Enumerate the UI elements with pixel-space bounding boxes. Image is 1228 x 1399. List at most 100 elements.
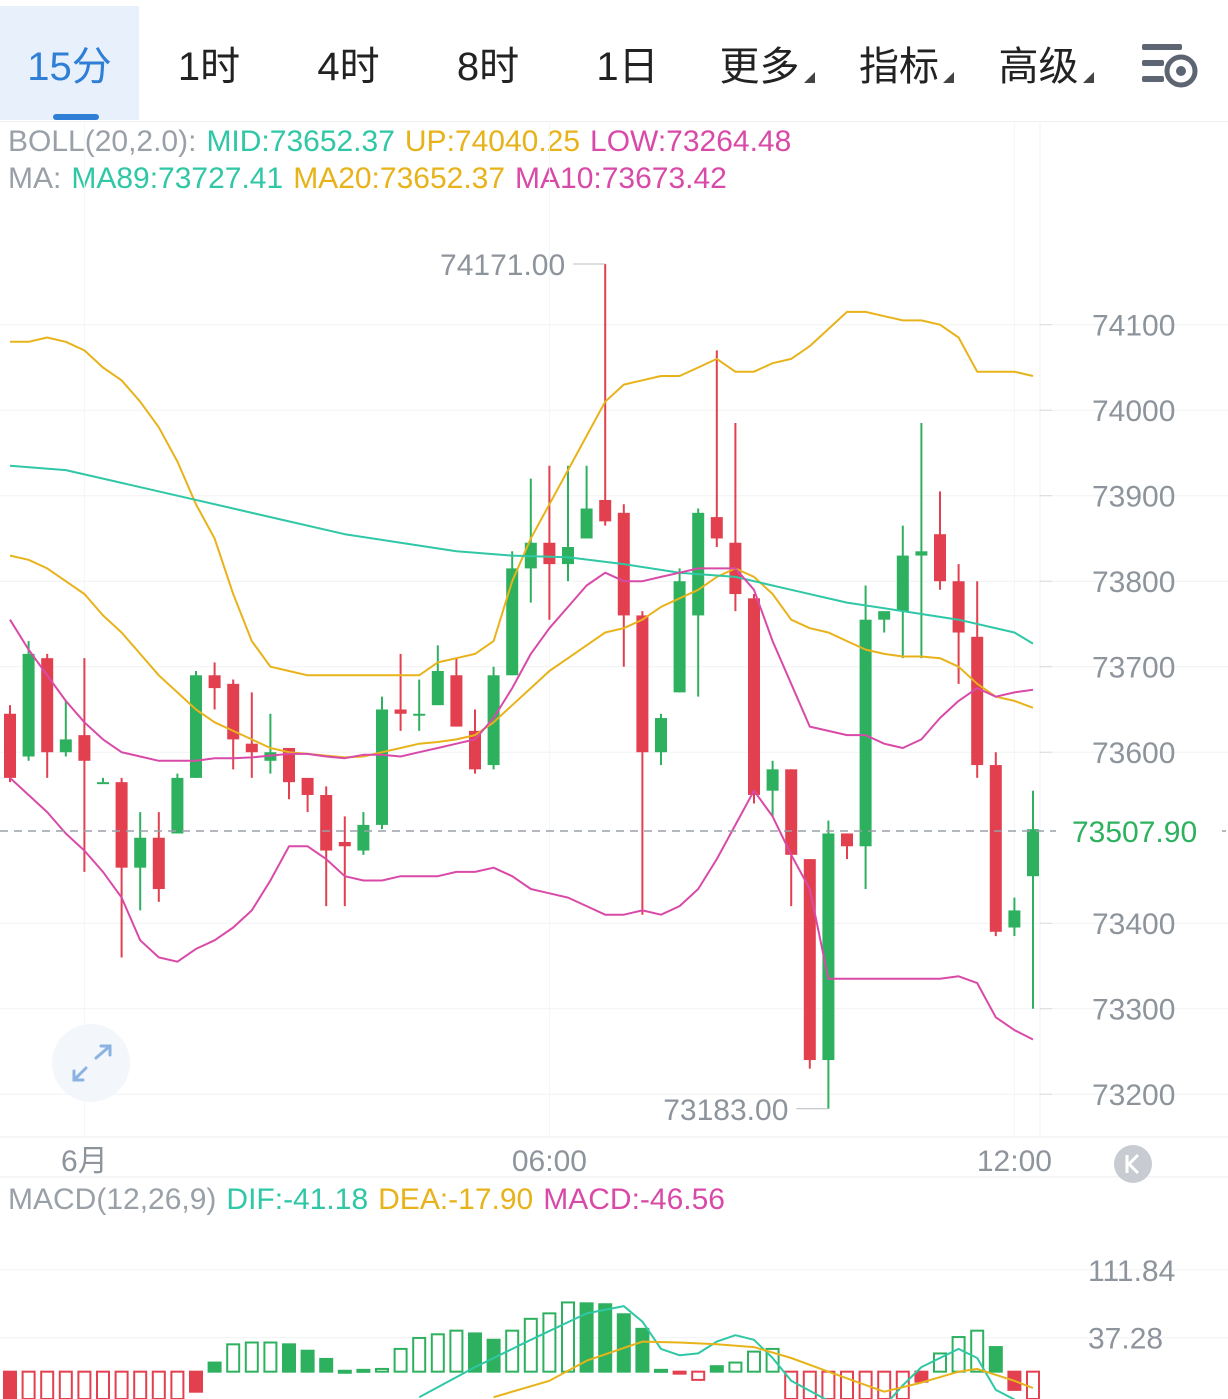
tab-1d[interactable]: 1日 [558,6,697,120]
macd-hist-bar [151,1370,166,1399]
candle-body [543,542,556,565]
macd-hist-bar [244,1341,259,1373]
candle [785,769,798,907]
current-price-bg [1056,806,1222,855]
tab-advanced[interactable]: 高级 [976,6,1116,120]
candle [115,777,128,958]
boll-legend-name: BOLL(20,2.0): [8,125,197,158]
candle-body [896,555,909,612]
price-tick-label: 74100 [1092,310,1175,343]
candle [580,465,593,539]
candle [413,679,426,731]
ma10-line [9,567,1034,762]
timeframe-tabbar: 15分 1时 4时 8时 1日 更多 指标 高级 [0,0,1228,122]
macd-hist-bar [840,1370,854,1399]
tab-label: 1时 [177,45,241,89]
candle [431,645,444,706]
price-tick-label: 73300 [1092,994,1175,1027]
macd-hist-bar [821,1370,836,1399]
expand-icon-arrows [72,1044,112,1082]
candle-body [394,709,407,714]
candle [692,508,705,697]
candle [320,786,333,907]
macd-hist-bar [226,1343,241,1373]
price-tick-label: 73400 [1092,908,1175,941]
tab-label: 高级 [998,45,1079,89]
macd-hist-bar [1026,1370,1040,1399]
macd-legend: MACD(12,26,9) DIF:-41.18 DEA:-17.90 MACD:-4… [8,1183,735,1217]
candle [617,504,630,667]
tab-15m[interactable]: 15分 [0,6,139,120]
tab-1h[interactable]: 1时 [139,6,279,120]
tab-indicators[interactable]: 指标 [837,6,976,120]
ma-legend-name: MA: [8,162,62,195]
boll-lower-line [9,777,1034,1041]
candle [636,611,649,915]
tab-4h[interactable]: 4时 [279,6,418,120]
candle-body [134,837,147,868]
macd-hist-bar [282,1343,296,1373]
candle-body [655,718,667,753]
macd-hist-bar [914,1370,929,1383]
candle-body [878,611,891,620]
macd-legend-macd: MACD:-46.56 [543,1183,725,1216]
candle-body [1027,829,1039,877]
candle [469,709,481,774]
candle-body [934,534,946,582]
candle-body [227,683,240,740]
tab-8h[interactable]: 8时 [418,6,558,120]
macd-hist-bar [430,1333,445,1373]
candle-body [338,842,351,847]
dea-line [493,1340,1034,1399]
min-price-label: 73183.00 [663,1094,788,1127]
boll-legend-up: UP:74040.25 [404,125,581,158]
macd-hist-bar [933,1352,947,1373]
price-tick-label: 73600 [1092,737,1175,770]
candle [896,525,909,659]
candle-body [78,735,91,761]
expand-icon[interactable] [52,1024,130,1102]
chart-settings-icon[interactable] [1140,40,1200,92]
candle-body [208,675,221,689]
candle [655,713,667,766]
candle-body [952,581,965,633]
candle [171,773,184,834]
macd-hist-bar [802,1370,817,1399]
time-tick-label: 6月 [61,1145,108,1178]
candle-body [748,598,760,795]
candle [803,859,816,1069]
candle-body [320,794,333,851]
macd-tick-label: 111.84 [1088,1255,1175,1288]
candle-body [245,743,258,753]
candle-body [710,517,723,539]
price-tick-label: 73200 [1092,1079,1175,1112]
price-tick-label: 74000 [1092,395,1175,428]
ma-legend-ma10: MA10:73673.42 [515,162,727,195]
dropdown-triangle-icon [803,71,815,83]
candle [78,658,91,872]
macd-hist-bar [951,1336,966,1373]
expand-icon-bg [52,1024,130,1102]
macd-hist-bar [375,1367,389,1373]
kline-badge-icon[interactable] [1114,1145,1152,1183]
macd-legend-name: MACD(12,26,9) [8,1183,217,1216]
macd-hist-bar [988,1346,1003,1373]
tab-label: 15分 [27,45,112,89]
candle-body [431,671,444,706]
macd-hist-bar [189,1370,203,1393]
candle [599,263,612,526]
candle [190,671,202,778]
candle-body [115,782,128,868]
candle [97,777,109,785]
candle [859,585,872,890]
candle [915,423,928,659]
price-tick-label: 73800 [1092,566,1175,599]
macd-hist-bar [40,1370,55,1399]
candle [543,465,556,620]
candle-body [580,508,593,539]
candle [822,820,835,1109]
ma-legend: MA: MA89:73727.41 MA20:73652.37 MA10:73673.… [8,162,737,196]
tab-more[interactable]: 更多 [697,6,837,120]
ma-legend-ma89: MA89:73727.41 [71,162,284,195]
